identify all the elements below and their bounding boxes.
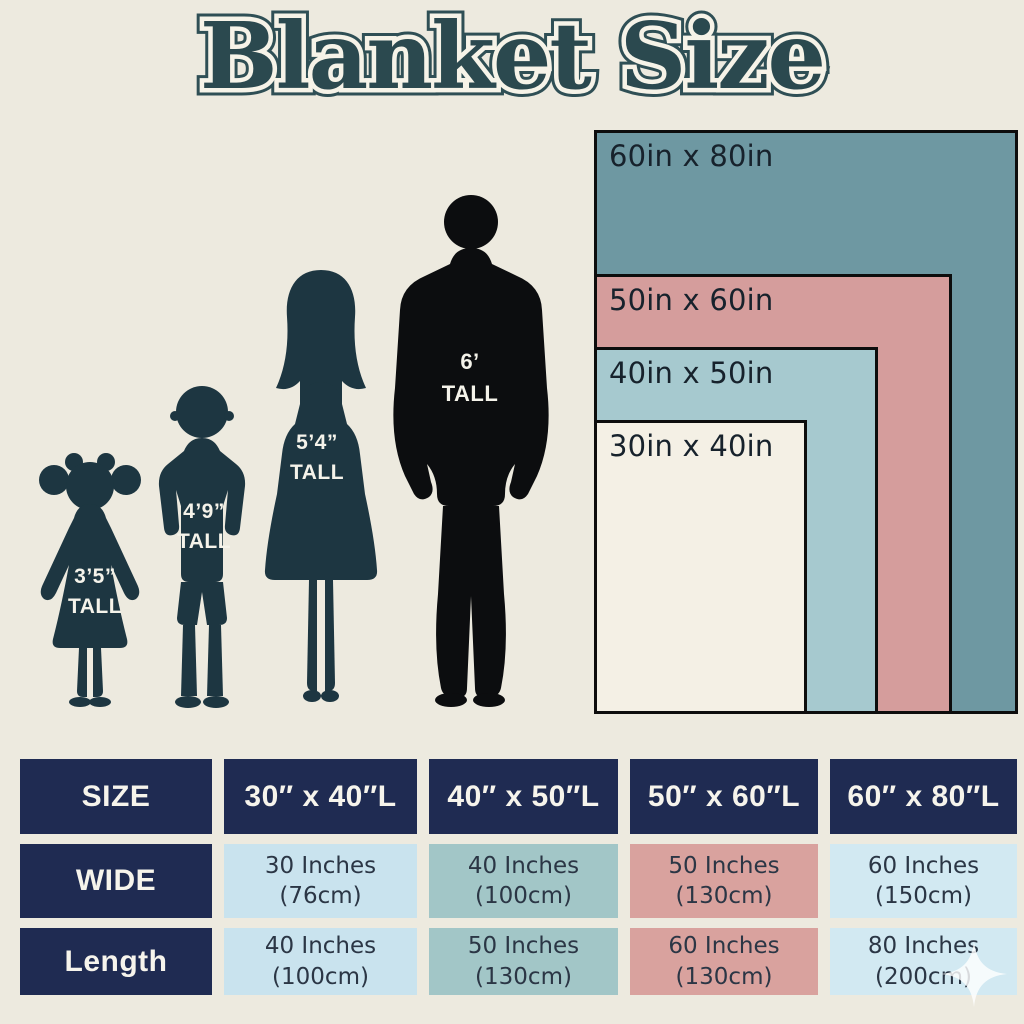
cell-line1: 50 Inches: [668, 852, 780, 879]
row-label: Length: [64, 944, 168, 978]
cell-line1: 30 Inches: [264, 852, 377, 879]
table-header-size-label: SIZE: [81, 779, 151, 813]
size-table: SIZE 30″ x 40″L 40″ x 50″L 50″ x 60″L 60…: [20, 759, 1017, 995]
boy-height: 4’9”: [183, 500, 225, 523]
cell-line2: (150cm): [875, 883, 972, 909]
cell-line1: 40 Inches: [264, 933, 377, 960]
length-cell-80: 80 Inches (200cm): [830, 928, 1017, 995]
cell-line1: 60 Inches: [668, 933, 780, 960]
row-label: WIDE: [75, 864, 157, 897]
page-title-text: Blanket Size: [200, 2, 824, 110]
table-header-50x60: 50″ x 60″L: [630, 759, 818, 834]
blanket-rect-label: 50in x 60in: [609, 283, 774, 317]
cell-line2: (100cm): [475, 883, 572, 909]
girl-tall: TALL: [67, 595, 123, 619]
table-header-30x40: 30″ x 40″L: [224, 759, 417, 834]
blanket-rect-label: 30in x 40in: [609, 429, 774, 463]
man-height-label: 6’ TALL: [415, 346, 525, 410]
cell-line2: (130cm): [675, 963, 773, 990]
boy-tall: TALL: [176, 530, 232, 554]
table-header-40x50: 40″ x 50″L: [429, 759, 618, 834]
man-tall: TALL: [441, 380, 499, 406]
man-height: 6’: [460, 349, 480, 374]
table-header-60x80: 60″ x 80″L: [830, 759, 1017, 834]
row-label-wide: WIDE: [20, 844, 212, 918]
cell-line2: (130cm): [675, 883, 773, 909]
girl-height: 3’5”: [74, 565, 116, 588]
blanket-rect-label: 60in x 80in: [609, 139, 774, 173]
wide-cell-30: 30 Inches (76cm): [224, 844, 417, 918]
cell-line1: 40 Inches: [467, 852, 580, 879]
table-header-label: 60″ x 80″L: [847, 779, 1000, 813]
page-title-outline: Blanket Size: [200, 2, 824, 110]
table-header-label: 40″ x 50″L: [447, 779, 600, 813]
girl-silhouette: [39, 453, 141, 707]
table-header-label: 30″ x 40″L: [244, 779, 397, 813]
page-title: Blanket Size Blanket Size: [192, 0, 833, 116]
wide-cell-40: 40 Inches (100cm): [429, 844, 618, 918]
cell-line1: 80 Inches: [867, 933, 980, 960]
cell-line2: (100cm): [272, 963, 369, 990]
boy-height-label: 4’9” TALL: [149, 497, 259, 558]
cell-line2: (76cm): [279, 883, 362, 909]
table-header-label: 50″ x 60″L: [647, 779, 801, 813]
man-silhouette: [393, 195, 549, 707]
cell-line1: 50 Inches: [467, 933, 580, 960]
woman-silhouette: [264, 270, 378, 702]
cell-line2: (130cm): [475, 963, 572, 990]
girl-height-label: 3’5” TALL: [40, 562, 150, 623]
sparkle-icon: [941, 941, 1007, 1007]
cell-line1: 60 Inches: [867, 852, 980, 879]
woman-height-label: 5’4” TALL: [262, 428, 372, 489]
blanket-rect-30x40: 30in x 40in: [594, 420, 807, 714]
boy-silhouette: [158, 386, 246, 708]
wide-cell-60: 60 Inches (150cm): [830, 844, 1017, 918]
length-cell-60: 60 Inches (130cm): [630, 928, 818, 995]
table-header-size: SIZE: [20, 759, 212, 834]
length-cell-50: 50 Inches (130cm): [429, 928, 618, 995]
length-cell-40: 40 Inches (100cm): [224, 928, 417, 995]
woman-tall: TALL: [289, 461, 345, 485]
row-label-length: Length: [20, 928, 212, 995]
wide-cell-50: 50 Inches (130cm): [630, 844, 818, 918]
woman-height: 5’4”: [296, 431, 338, 454]
blanket-rect-label: 40in x 50in: [609, 356, 774, 390]
